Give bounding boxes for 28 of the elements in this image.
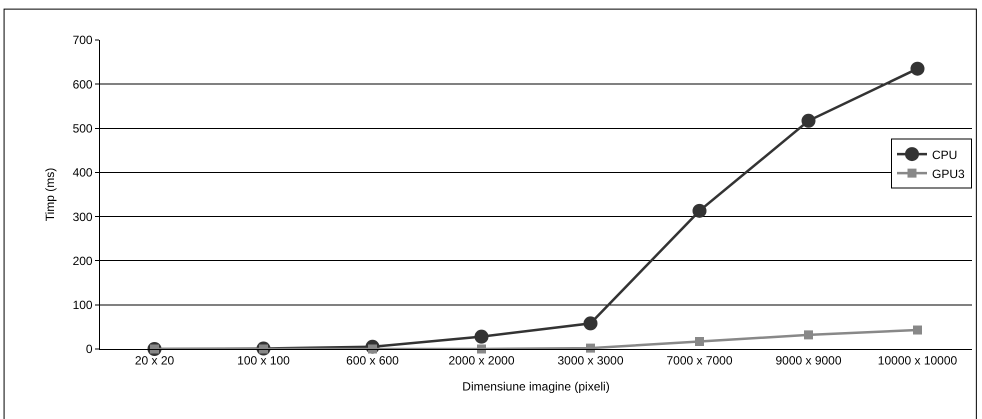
point — [584, 316, 598, 330]
point — [804, 330, 813, 340]
y-tick-label: 400 — [72, 166, 93, 180]
x-tick-label: 2000 x 2000 — [448, 353, 515, 368]
y-tick-label: 500 — [72, 121, 93, 136]
x-tick-label: 10000 x 10000 — [878, 353, 958, 368]
point — [695, 337, 704, 346]
y-tick-label: 100 — [72, 298, 93, 312]
point — [474, 330, 488, 344]
x-tick-label: 600 x 600 — [346, 353, 400, 368]
y-tick-label: 0 — [86, 342, 93, 356]
x-tick-label: 9000 x 9000 — [775, 353, 842, 368]
x-axis-title: Dimensiune imagine (pixeli) — [462, 379, 610, 394]
x-tick-label: 3000 x 3000 — [557, 353, 624, 368]
legend-label: GPU3 — [932, 166, 966, 181]
x-tick-label: 20 x 20 — [134, 353, 174, 368]
point — [802, 114, 816, 128]
y-tick-label: 200 — [72, 254, 93, 268]
y-tick-label: 600 — [72, 77, 93, 92]
legend-label: CPU — [932, 148, 958, 162]
y-tick-label: 700 — [72, 33, 93, 48]
x-tick-label: 100 x 100 — [237, 353, 290, 368]
x-tick-label: 7000 x 7000 — [666, 353, 733, 368]
point — [692, 204, 706, 218]
point — [910, 62, 924, 76]
y-tick-label: 300 — [72, 210, 93, 224]
point — [913, 326, 922, 335]
y-axis-title: Timp (ms) — [42, 168, 57, 222]
